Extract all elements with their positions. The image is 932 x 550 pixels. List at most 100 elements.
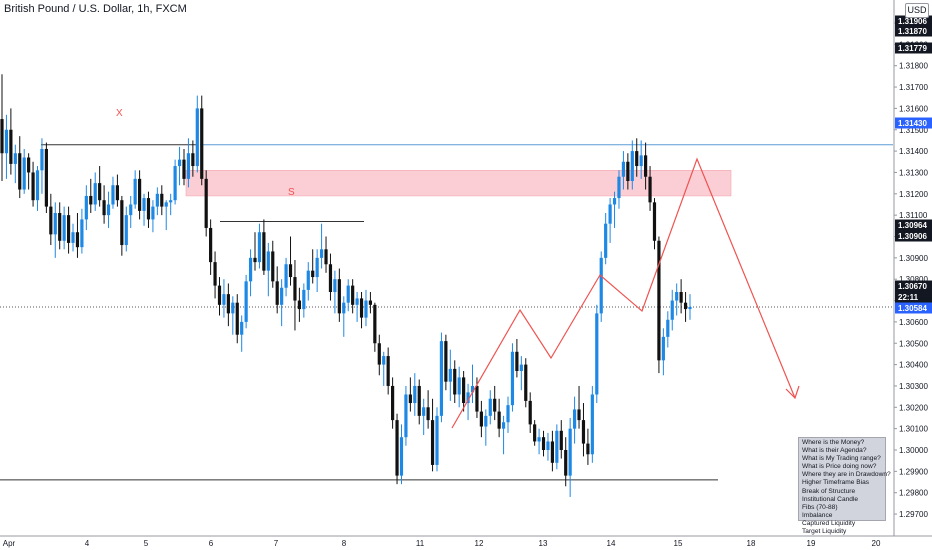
candle — [510, 343, 515, 412]
candle-body — [630, 151, 634, 181]
candle — [586, 428, 590, 465]
candle — [670, 289, 674, 331]
candle — [84, 185, 88, 231]
candle — [448, 349, 452, 401]
candle-body — [572, 409, 577, 429]
candle — [18, 136, 22, 199]
candle — [675, 283, 679, 316]
currency-button[interactable]: USD — [905, 3, 929, 18]
candle — [315, 249, 319, 293]
candle — [173, 159, 177, 205]
candle — [177, 146, 182, 186]
candle-body — [488, 398, 492, 416]
y-tick-label: 1.31600 — [899, 104, 928, 113]
candle — [231, 296, 235, 335]
y-tick-label: 1.31200 — [899, 190, 928, 199]
supply-zone-layer — [185, 170, 732, 197]
candle — [359, 292, 364, 329]
x-tick-label: 12 — [475, 539, 484, 548]
candle — [200, 95, 204, 186]
candle — [169, 193, 173, 216]
symbol-title[interactable]: British Pound / U.S. Dollar, 1h, FXCM — [4, 3, 187, 15]
candle — [89, 178, 93, 214]
candle — [351, 279, 355, 314]
candle-body — [617, 176, 621, 199]
candle-body — [501, 422, 506, 429]
candle — [524, 358, 528, 408]
candle-body — [688, 306, 692, 310]
time-axis[interactable]: Apr 4 5 6 7 8 11 12 13 14 15 18 19 20 — [0, 535, 932, 548]
candle-body — [115, 185, 120, 201]
price-axis[interactable]: 1.29700 1.29800 1.29900 1.30000 1.30100 1.302… — [893, 0, 932, 550]
candle-body — [324, 249, 328, 265]
x-tick-label: 18 — [747, 539, 756, 548]
candle — [666, 311, 670, 348]
y-tick-label: 1.29700 — [899, 510, 928, 519]
x-tick-label: 7 — [274, 539, 279, 548]
candle — [572, 396, 577, 444]
candle-body — [639, 155, 643, 167]
checklist-item: What is My Trading range? — [802, 455, 881, 463]
candle-body — [102, 200, 106, 216]
candle-body — [550, 441, 554, 463]
candle — [577, 385, 581, 429]
candle-body — [155, 193, 159, 207]
candle — [422, 398, 426, 436]
candle — [506, 396, 510, 433]
checklist-item: Where is the Money? — [802, 439, 865, 446]
candle-body — [164, 202, 168, 207]
candle-body — [89, 195, 93, 205]
candle-body — [191, 153, 195, 167]
candle-body — [71, 232, 75, 243]
candle-body — [510, 351, 515, 406]
candle — [688, 294, 692, 320]
candle — [257, 223, 262, 269]
price-tag — [895, 302, 932, 314]
candle-body — [484, 415, 488, 427]
candle-body — [555, 430, 559, 463]
candle-body — [257, 232, 262, 263]
candle — [595, 304, 599, 404]
candle — [484, 409, 488, 446]
candle-body — [506, 405, 510, 423]
checklist-item: What is Price doing now? — [802, 463, 877, 471]
candle — [213, 251, 217, 299]
candle-body — [621, 161, 626, 177]
candle-body — [44, 148, 48, 207]
y-tick-label: 1.30400 — [899, 361, 928, 370]
candle-body — [679, 292, 683, 303]
candle — [262, 219, 266, 275]
candle-body — [439, 341, 444, 416]
candle — [222, 279, 226, 318]
candle — [564, 437, 568, 487]
x-tick-label: 5 — [144, 539, 149, 548]
candle — [284, 257, 288, 297]
price-axis-bg — [894, 0, 932, 550]
candle-body — [22, 157, 26, 190]
candle — [324, 236, 328, 273]
candle-body — [111, 185, 115, 205]
candle-body — [142, 198, 146, 211]
price-tag — [895, 25, 932, 37]
candle — [115, 174, 120, 207]
horizontal-lines — [0, 144, 893, 481]
candle — [142, 193, 146, 226]
candle — [182, 148, 186, 186]
candle-body — [235, 302, 239, 335]
y-tick-label: 1.30900 — [899, 254, 928, 263]
candle-body — [177, 159, 182, 167]
candle-body — [391, 385, 395, 421]
candle — [235, 294, 239, 344]
candle-body — [426, 407, 430, 421]
candle — [639, 140, 643, 179]
candle-body — [355, 298, 359, 305]
candle — [151, 200, 155, 233]
candle-body — [519, 364, 523, 372]
candle-body — [62, 215, 66, 241]
candle-body — [382, 356, 386, 365]
candle — [253, 232, 257, 271]
candle — [528, 392, 532, 433]
candle — [404, 385, 408, 446]
x-tick-label: 20 — [872, 539, 881, 548]
